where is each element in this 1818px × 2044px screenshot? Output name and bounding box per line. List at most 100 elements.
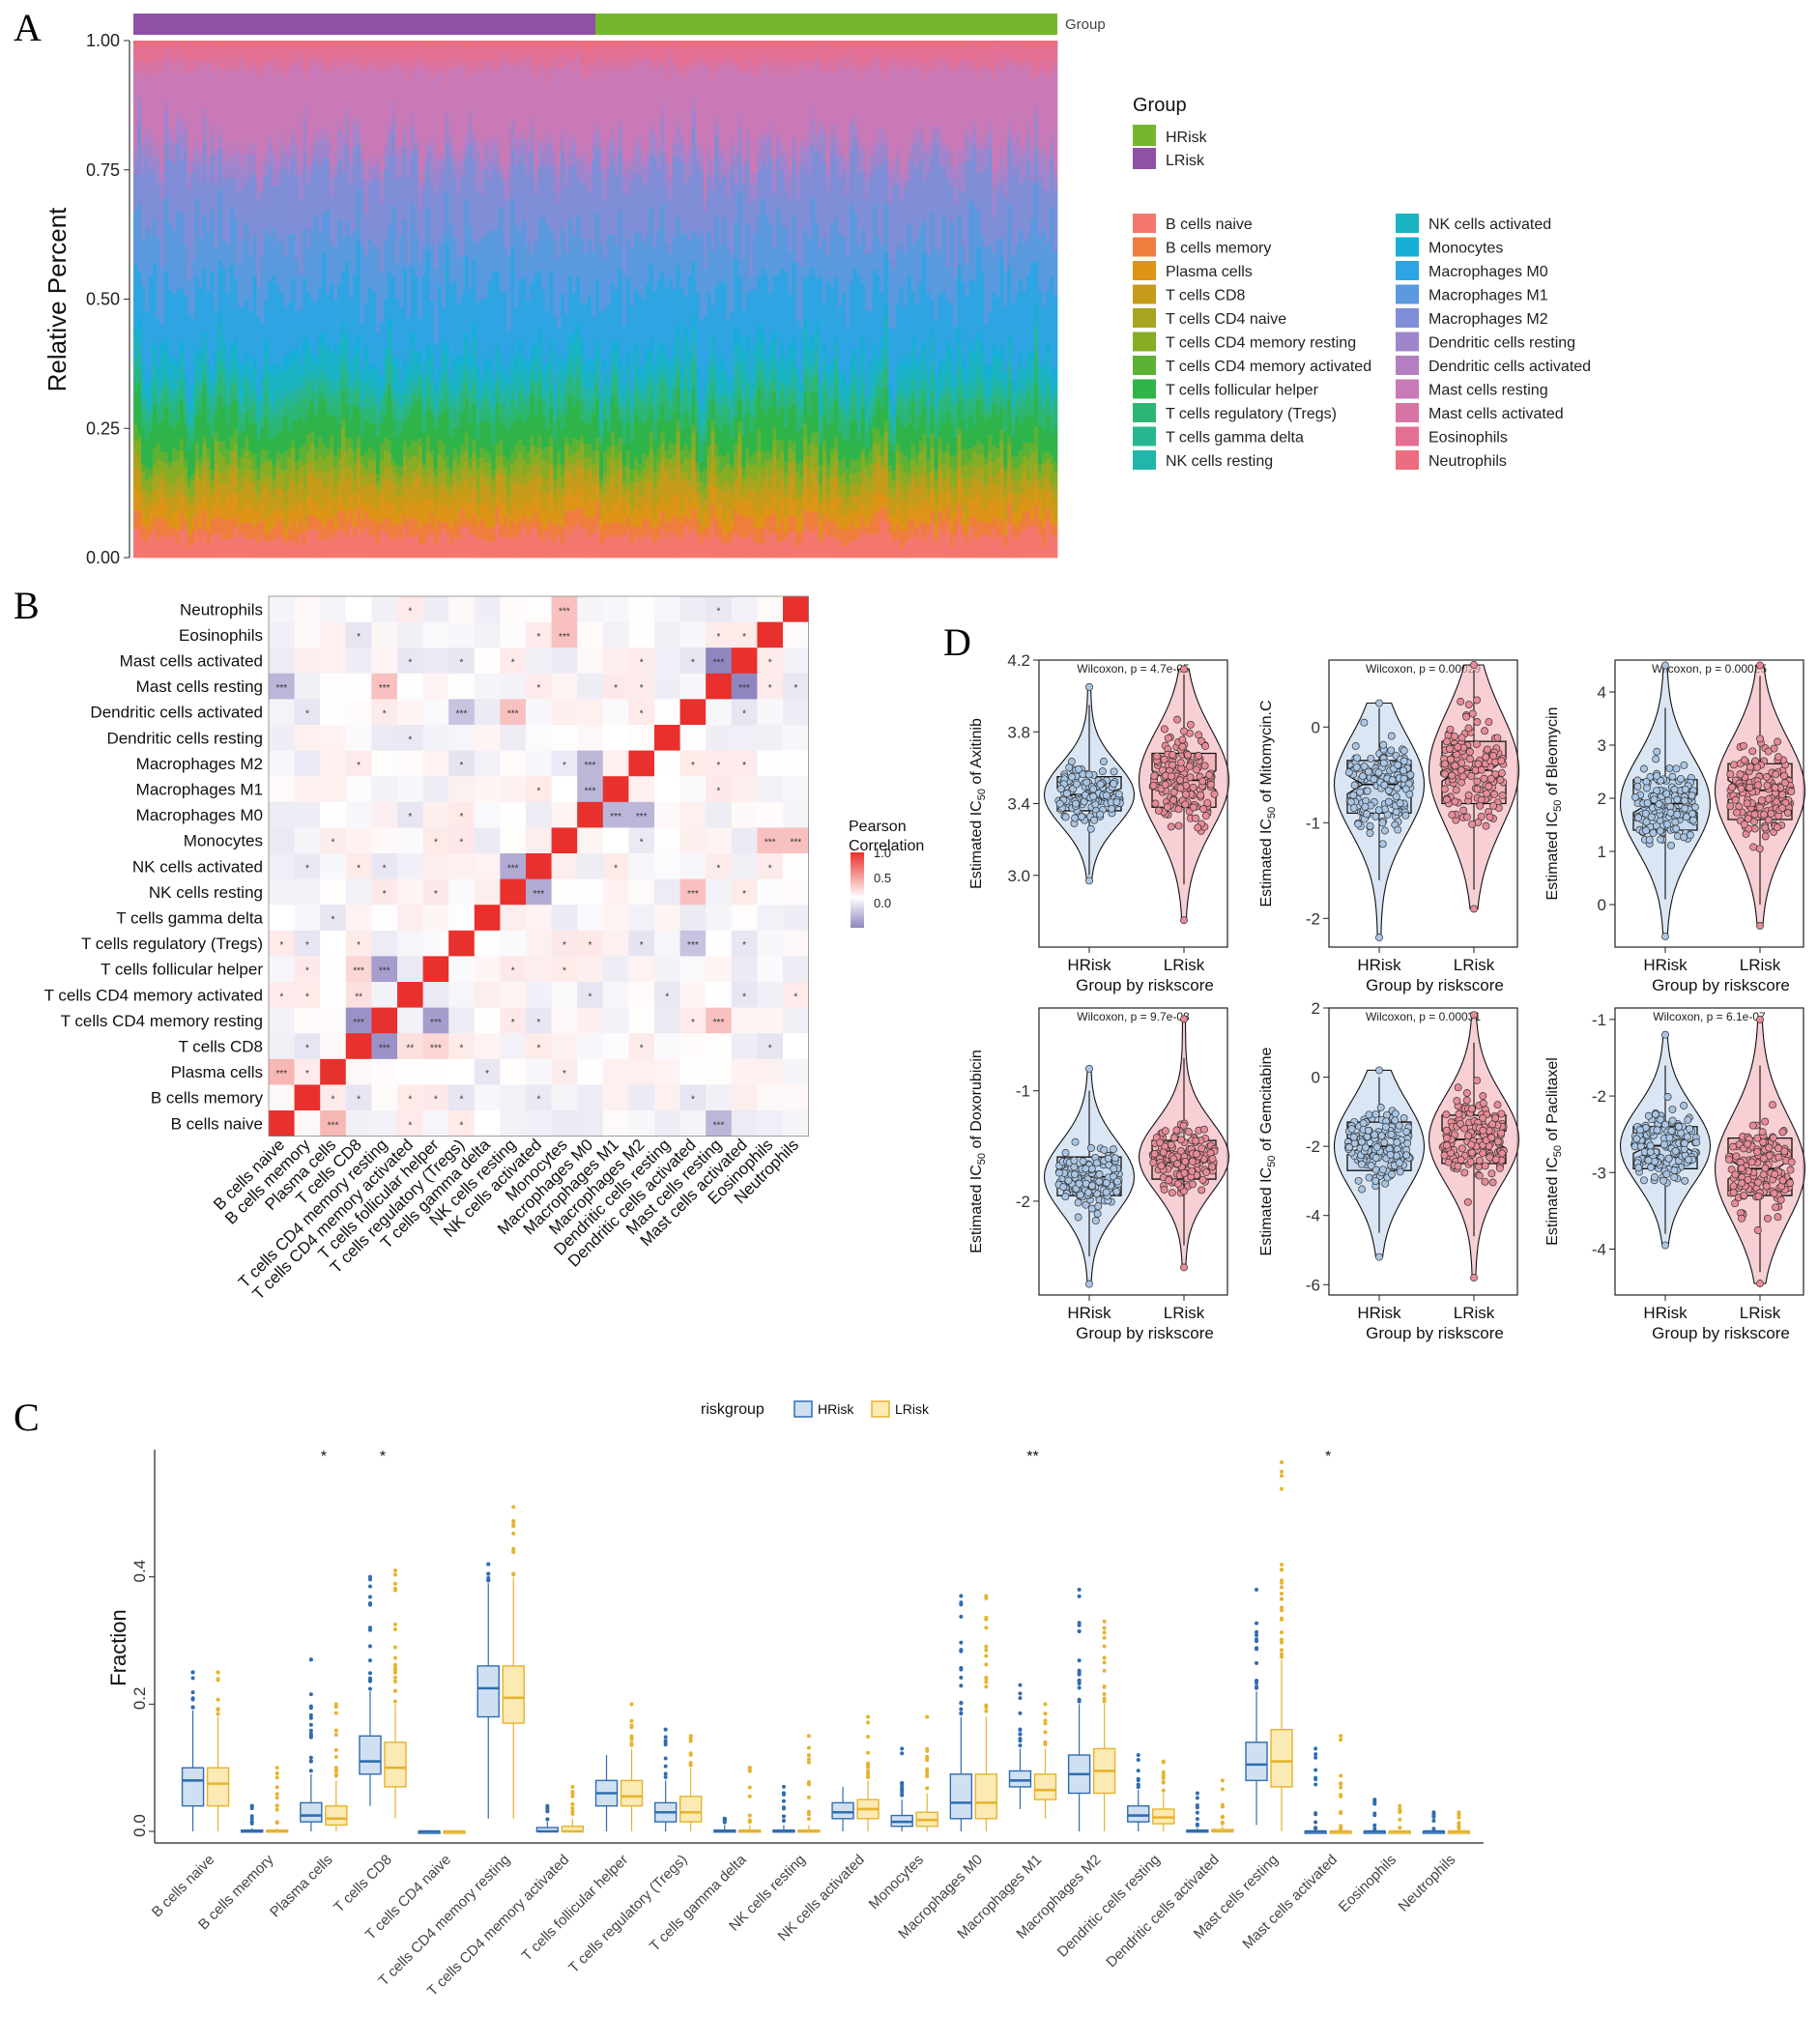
stack-segment bbox=[357, 494, 361, 507]
stack-segment bbox=[333, 466, 338, 485]
stack-segment bbox=[741, 413, 746, 436]
stack-segment bbox=[899, 286, 905, 356]
stack-segment bbox=[406, 475, 412, 489]
stack-segment bbox=[367, 363, 373, 375]
stack-segment bbox=[876, 511, 881, 534]
stack-segment bbox=[683, 63, 688, 79]
stack-segment bbox=[941, 517, 946, 534]
stack-segment bbox=[260, 405, 265, 419]
stack-segment bbox=[691, 489, 696, 509]
stack-segment bbox=[737, 344, 742, 361]
stack-segment bbox=[333, 539, 338, 559]
stack-segment bbox=[171, 46, 177, 59]
stack-segment bbox=[483, 234, 488, 298]
stack-segment bbox=[737, 535, 742, 559]
stack-segment bbox=[757, 528, 762, 544]
stack-segment bbox=[645, 473, 650, 483]
stack-segment bbox=[580, 507, 585, 530]
stack-segment bbox=[641, 242, 647, 300]
stack-segment bbox=[183, 495, 188, 511]
stack-segment bbox=[310, 152, 315, 164]
stack-segment bbox=[691, 41, 696, 49]
stack-segment bbox=[398, 389, 404, 407]
stack-segment bbox=[229, 403, 234, 438]
stack-segment bbox=[883, 251, 889, 305]
stack-segment bbox=[337, 159, 342, 219]
stack-segment bbox=[895, 46, 901, 59]
stack-segment bbox=[429, 147, 435, 181]
stack-segment bbox=[676, 72, 680, 118]
stack-segment bbox=[961, 397, 966, 420]
stack-segment bbox=[495, 473, 500, 495]
stack-segment bbox=[887, 46, 893, 56]
stack-segment bbox=[472, 533, 476, 559]
stack-segment bbox=[322, 43, 327, 62]
stack-segment bbox=[625, 387, 631, 402]
stack-segment bbox=[330, 499, 334, 518]
stack-segment bbox=[140, 427, 146, 464]
stack-segment bbox=[595, 360, 600, 373]
stack-segment bbox=[568, 510, 573, 535]
stack-segment bbox=[275, 44, 280, 57]
stack-segment bbox=[926, 58, 931, 72]
stack-segment bbox=[318, 508, 323, 521]
stack-segment bbox=[602, 504, 608, 523]
stack-segment bbox=[206, 164, 212, 183]
stack-segment bbox=[584, 46, 589, 68]
stack-segment bbox=[849, 122, 854, 148]
stack-segment bbox=[868, 477, 874, 493]
stack-segment bbox=[687, 458, 692, 480]
stack-segment bbox=[330, 434, 334, 450]
stack-segment bbox=[237, 456, 242, 469]
stack-segment bbox=[217, 351, 222, 361]
stack-segment bbox=[299, 364, 303, 375]
stack-segment bbox=[341, 59, 346, 76]
stack-segment bbox=[730, 44, 735, 59]
stack-segment bbox=[206, 511, 212, 531]
stack-segment bbox=[464, 343, 469, 366]
stack-segment bbox=[433, 267, 439, 344]
stack-segment bbox=[241, 62, 245, 154]
stack-segment bbox=[872, 140, 878, 155]
stack-segment bbox=[506, 163, 511, 179]
stack-segment bbox=[660, 443, 666, 456]
stack-segment bbox=[953, 534, 958, 559]
stack-segment bbox=[660, 373, 666, 380]
stack-segment bbox=[190, 428, 196, 443]
stack-segment bbox=[788, 74, 793, 170]
stack-segment bbox=[849, 64, 854, 121]
stack-segment bbox=[140, 463, 146, 474]
stack-segment bbox=[595, 523, 600, 559]
stack-segment bbox=[996, 41, 1000, 45]
stack-segment bbox=[148, 41, 154, 50]
stack-segment bbox=[934, 479, 938, 490]
stack-segment bbox=[468, 487, 473, 504]
stack-segment bbox=[425, 62, 431, 69]
stack-segment bbox=[922, 378, 927, 390]
stack-segment bbox=[514, 65, 519, 139]
stack-segment bbox=[841, 409, 847, 417]
stack-segment bbox=[737, 276, 742, 336]
stack-segment bbox=[225, 159, 230, 180]
stack-segment bbox=[741, 67, 746, 74]
stack-segment bbox=[965, 134, 969, 163]
stack-segment bbox=[980, 384, 985, 399]
stack-segment bbox=[679, 392, 684, 404]
stack-segment bbox=[676, 445, 680, 463]
stack-segment bbox=[584, 515, 589, 529]
stack-segment bbox=[314, 459, 319, 472]
stack-segment bbox=[606, 511, 612, 526]
stack-segment bbox=[761, 55, 765, 67]
stack-segment bbox=[829, 534, 835, 559]
stack-segment bbox=[406, 148, 412, 159]
stack-segment bbox=[784, 357, 789, 370]
stack-segment bbox=[171, 363, 177, 392]
stack-segment bbox=[984, 148, 989, 167]
stack-segment bbox=[483, 484, 488, 500]
stack-segment bbox=[788, 294, 793, 346]
stack-segment bbox=[357, 378, 361, 392]
stack-segment bbox=[595, 278, 600, 342]
stack-segment bbox=[221, 177, 226, 241]
stack-segment bbox=[815, 277, 820, 325]
stack-segment bbox=[606, 167, 612, 235]
